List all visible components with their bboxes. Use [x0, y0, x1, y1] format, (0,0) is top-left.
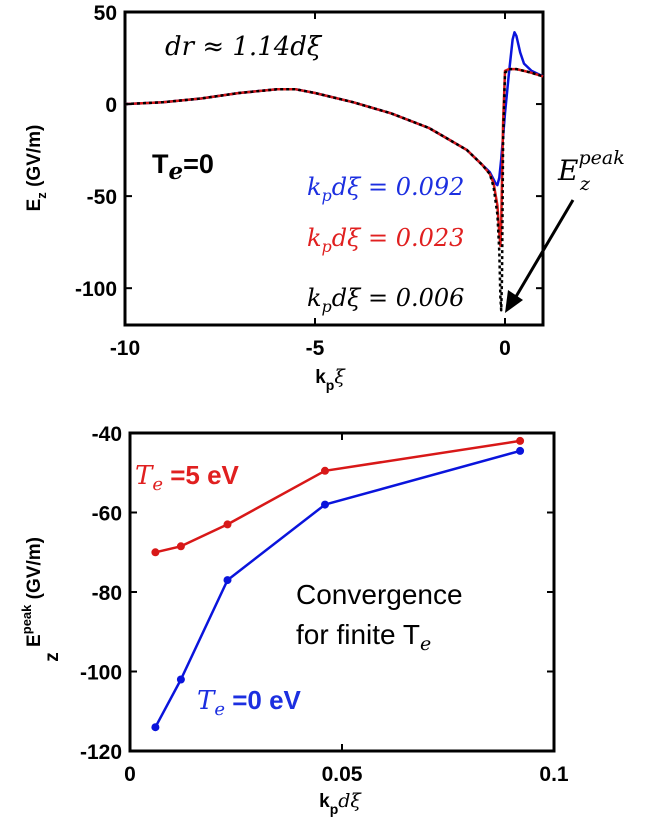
- y-tick-label: -100: [80, 662, 122, 685]
- bottom-curves: [151, 436, 525, 732]
- series-0-point-0: [151, 548, 160, 557]
- y-tick-label: -60: [92, 503, 122, 526]
- bottom-chart: 0 0.05 0.1 -40 -60 -80 -100 -120 Epeak (GV/m) z…: [19, 423, 569, 817]
- series-1-point-4: [516, 446, 525, 455]
- convergence-annotation-line1: Convergence: [296, 579, 463, 610]
- legend-entry-0023: kpdξ = 0.023: [307, 224, 464, 256]
- legend-entry-0092: kpdξ = 0.092: [307, 173, 464, 205]
- top-x-axis-label: kpξ: [315, 366, 346, 393]
- y-tick-label: -80: [92, 582, 122, 605]
- top-plot-frame: [123, 10, 545, 327]
- peak-arrow-line: [512, 199, 575, 301]
- series-line-0: [155, 439, 521, 554]
- convergence-annotation-line2: for finite Te: [296, 619, 431, 655]
- series-0-point-1: [176, 542, 185, 551]
- series-0-point-3: [321, 466, 329, 475]
- bottom-y-axis-label: Epeak (GV/m): [19, 537, 45, 647]
- bottom-ticks: 0 0.05 0.1 -40 -60 -80 -100 -120: [80, 423, 569, 786]
- top-curves: [124, 31, 544, 312]
- bottom-x-axis-label: kpdξ: [319, 790, 362, 817]
- x-tick-label: 0.1: [539, 763, 569, 786]
- series-1-point-2: [223, 576, 232, 585]
- label-te-5ev: Te =5 eV: [135, 460, 240, 495]
- resolution-annotation: dr ≈ 1.14dξ: [165, 32, 323, 62]
- series-0-point-2: [223, 520, 232, 529]
- series-1-point-0: [151, 723, 160, 732]
- y-tick-label: 50: [94, 2, 117, 25]
- series-line-1: [124, 67, 544, 248]
- y-tick-label: -40: [92, 423, 122, 446]
- y-tick-label: -100: [75, 278, 117, 301]
- temperature-annotation: Te=0: [152, 149, 214, 185]
- series-1-point-1: [176, 675, 185, 684]
- y-tick-label: -50: [87, 186, 117, 209]
- x-tick-label: -5: [306, 337, 325, 360]
- x-tick-label: 0.05: [322, 763, 363, 786]
- peak-field-label: Epeak: [557, 147, 625, 187]
- series-0-point-4: [516, 436, 525, 445]
- y-tick-label: 0: [105, 94, 117, 117]
- x-tick-label: 0: [124, 763, 136, 786]
- x-tick-label: 0: [499, 337, 511, 360]
- peak-field-subscript: z: [579, 173, 591, 195]
- top-y-axis-label: Ez (GV/m): [24, 125, 49, 212]
- y-tick-label: -120: [80, 741, 122, 764]
- x-tick-label: -10: [110, 337, 140, 360]
- peak-arrow-head: [505, 290, 523, 313]
- label-te-0ev: Te =0 eV: [197, 685, 302, 720]
- legend-entry-0006: kpdξ = 0.006: [307, 284, 464, 316]
- bottom-y-axis-subscript: z: [42, 652, 63, 662]
- series-1-point-3: [321, 500, 329, 509]
